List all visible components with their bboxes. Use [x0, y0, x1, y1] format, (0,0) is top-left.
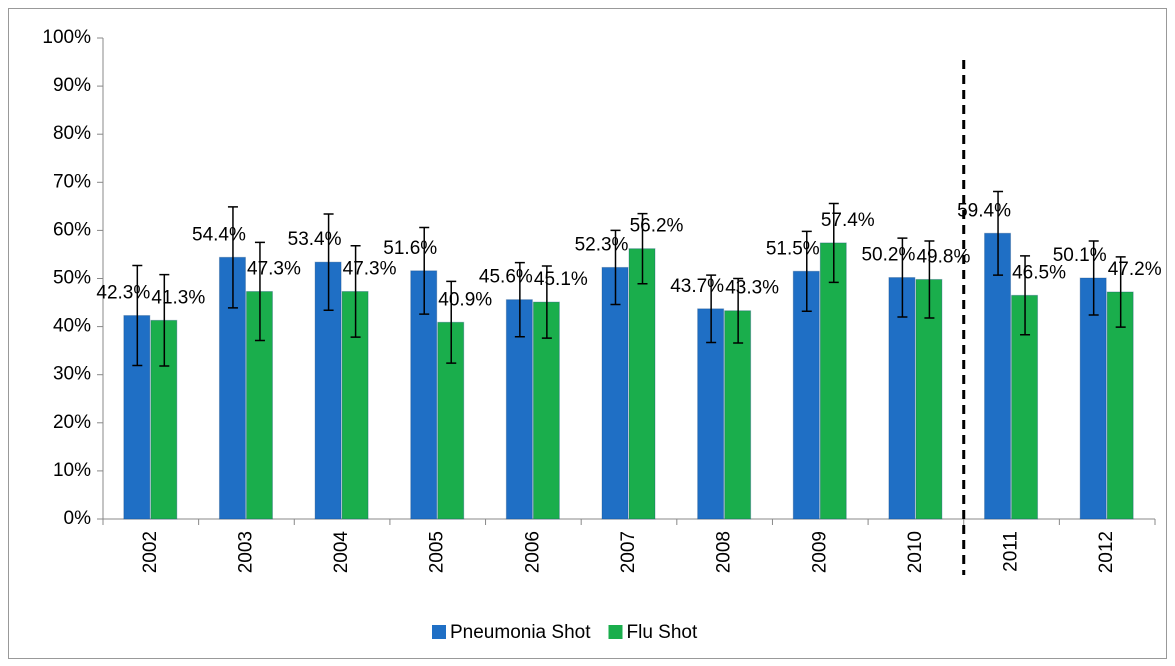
data-label: 47.2%: [1108, 259, 1162, 280]
legend-label: Flu Shot: [627, 622, 698, 643]
y-tick-label: 40%: [53, 316, 91, 337]
error-bar: [637, 212, 648, 285]
error-bar: [733, 277, 744, 344]
data-label: 40.9%: [438, 289, 492, 310]
data-label: 53.4%: [288, 229, 342, 250]
legend-label: Pneumonia Shot: [450, 622, 591, 643]
bar: [601, 266, 629, 520]
y-tick-label: 0%: [64, 508, 92, 529]
bar: [1106, 291, 1134, 520]
y-tick-label: 10%: [53, 460, 91, 481]
data-label: 43.3%: [725, 278, 779, 299]
legend-swatch: [432, 625, 446, 639]
error-bar: [828, 202, 839, 284]
error-bar: [706, 274, 717, 344]
y-tick-label: 20%: [53, 412, 91, 433]
legend-swatch: [608, 625, 623, 639]
error-bar: [419, 226, 430, 315]
y-tick-label: 50%: [53, 268, 91, 289]
x-tick-label: 2012: [1096, 531, 1117, 573]
error-bar: [801, 230, 812, 312]
data-label: 50.2%: [861, 245, 915, 266]
bar: [915, 278, 943, 520]
x-tick-label: 2002: [140, 531, 161, 573]
data-label: 59.4%: [957, 200, 1011, 221]
x-tick-label: 2005: [427, 531, 448, 573]
x-tick-label: 2011: [1001, 531, 1022, 572]
bar: [984, 232, 1012, 520]
x-tick-label: 2009: [809, 531, 830, 573]
data-label: 54.4%: [192, 224, 246, 245]
data-label: 50.1%: [1053, 245, 1107, 266]
data-label: 43.7%: [670, 276, 724, 297]
error-bar: [446, 280, 457, 364]
y-tick-label: 80%: [53, 123, 91, 144]
error-bar: [323, 213, 334, 311]
data-label: 47.3%: [247, 259, 301, 280]
y-tick-label: 30%: [53, 364, 91, 385]
error-bar: [514, 261, 525, 338]
data-label: 45.1%: [534, 269, 588, 290]
error-bar: [1020, 255, 1031, 336]
error-bar: [254, 241, 265, 342]
y-tick-label: 100%: [42, 27, 91, 48]
x-tick-label: 2007: [618, 531, 639, 573]
error-bar: [227, 206, 238, 309]
error-bar: [993, 190, 1004, 276]
bar: [1079, 277, 1107, 520]
data-label: 45.6%: [479, 267, 533, 288]
x-tick-label: 2006: [522, 531, 543, 573]
data-label: 51.5%: [766, 238, 820, 259]
y-tick-label: 70%: [53, 171, 91, 192]
bar: [628, 248, 656, 520]
error-bar: [159, 273, 170, 367]
error-bar: [350, 245, 361, 338]
data-label: 57.4%: [821, 210, 875, 231]
error-bar: [610, 229, 621, 306]
error-bar: [1115, 256, 1126, 328]
data-label: 49.8%: [916, 246, 970, 267]
data-label: 41.3%: [151, 287, 205, 308]
data-label: 46.5%: [1012, 262, 1066, 283]
error-bar: [924, 240, 935, 319]
y-tick-label: 60%: [53, 219, 91, 240]
error-bar: [1088, 240, 1099, 316]
bar: [724, 310, 752, 520]
data-label: 42.3%: [96, 283, 150, 304]
y-tick-label: 90%: [53, 75, 91, 96]
error-bar: [132, 264, 143, 367]
chart-frame: [8, 8, 1167, 659]
data-label: 56.2%: [630, 216, 684, 237]
error-bar: [897, 237, 908, 318]
data-label: 52.3%: [575, 234, 629, 255]
data-label: 51.6%: [383, 238, 437, 259]
x-tick-label: 2004: [331, 531, 352, 574]
bar: [819, 242, 847, 520]
x-tick-label: 2010: [905, 531, 926, 573]
bar: [697, 308, 725, 520]
error-bar: [541, 265, 552, 339]
data-label: 47.3%: [343, 259, 397, 280]
x-tick-label: 2003: [235, 531, 256, 573]
x-tick-label: 2008: [714, 531, 735, 573]
